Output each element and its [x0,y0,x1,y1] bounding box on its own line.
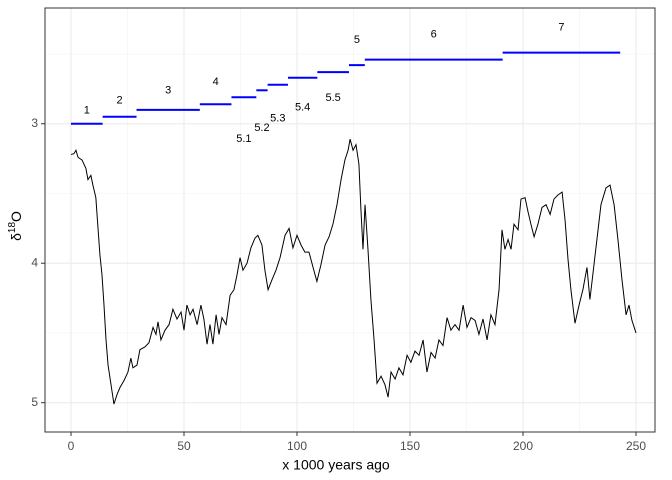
x-tick-label: 50 [177,439,191,453]
stage-label: 7 [558,22,564,34]
x-tick-label: 0 [68,439,75,453]
stage-label: 4 [213,76,219,88]
x-tick-label: 200 [513,439,533,453]
y-title-superscript: 18 [7,222,18,234]
panel-border [44,7,656,433]
x-tick-label: 150 [400,439,420,453]
stage-label: 2 [117,95,123,107]
stage-label: 5.3 [270,113,285,125]
stage-label: 5.1 [236,133,251,145]
stage-label: 1 [84,105,90,117]
y-title-element: O [8,211,24,222]
stage-label: 5.4 [295,102,310,114]
y-axis-title: δ18O [7,211,24,241]
stage-label: 3 [165,85,171,97]
stage-label: 6 [431,29,437,41]
y-tick-label: 5 [31,395,38,409]
x-tick-label: 100 [287,439,307,453]
stage-label: 5.5 [326,92,341,104]
y-tick-label: 4 [31,255,38,269]
x-tick-label: 250 [626,439,646,453]
y-title-symbol: δ [8,233,24,241]
stage-label: 5 [354,34,360,46]
y-tick-label: 3 [31,116,38,130]
x-axis-title: x 1000 years ago [282,457,390,473]
stage-label: 5.2 [254,122,269,134]
data-line [70,138,637,405]
